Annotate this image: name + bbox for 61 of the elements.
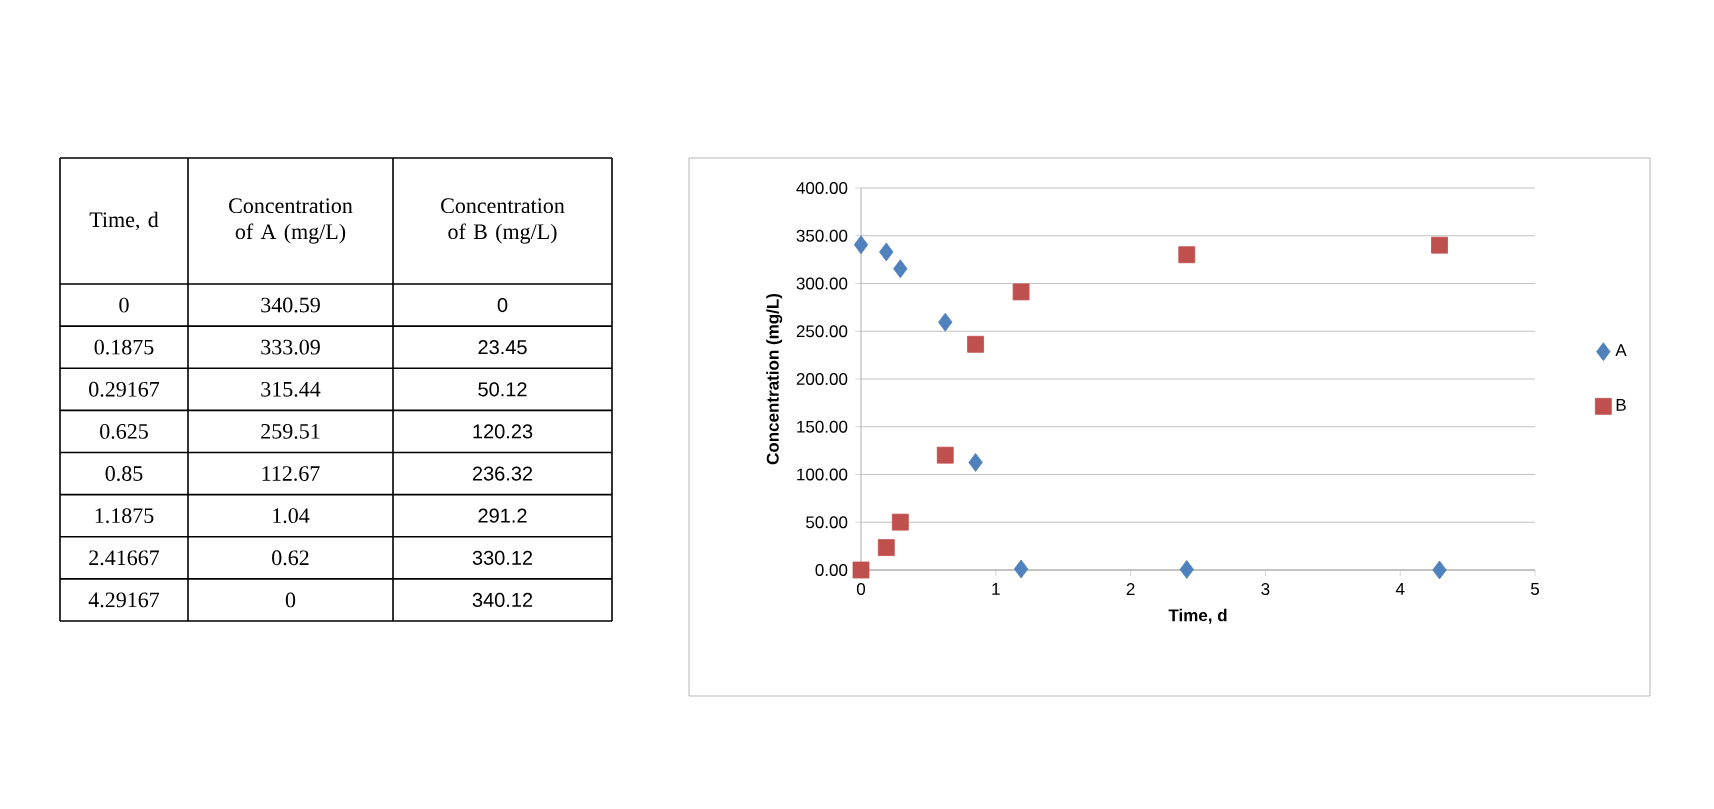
text: 315.44 [261,381,321,397]
x-tick-label: 1 [992,583,1000,595]
text: 259.51 [261,424,320,439]
text: Concentration of A (mg/L) [229,198,353,244]
y-tick-label: 200.00 [796,372,848,386]
text: 50.12 [478,382,527,397]
point [1431,236,1448,254]
point [936,446,954,464]
text: Time, d [89,211,159,231]
y-axis-title: Concentration (mg/L) [766,293,783,465]
legend-label: A [1615,344,1627,356]
x-axis-title: Time, d [1168,608,1227,624]
text: 2.41667 [89,550,160,566]
y-tick-label: 250.00 [796,325,848,338]
text: 333.09 [261,339,320,355]
text: 1.1875 [95,508,154,524]
y-tick-label: 350.00 [796,229,848,242]
text: 1.04 [273,508,310,524]
point [853,235,869,255]
y-tick-label: 300.00 [796,277,848,290]
x-tick-label: 5 [1530,583,1540,595]
y-tick-label: 100.00 [797,468,848,481]
text: 0.29167 [89,381,160,397]
text: 0.85 [105,466,143,482]
x-tick-label: 4 [1395,583,1405,595]
point [1012,283,1030,301]
y-tick-label: 50.00 [806,516,848,529]
point [1013,559,1029,579]
point [1432,560,1447,580]
y-tick-label: 0.00 [815,563,848,577]
point [967,335,984,353]
x-tick-label: 0 [856,583,866,596]
text: 236.32 [472,466,533,481]
point [1179,560,1194,579]
x-tick-label: 3 [1261,583,1270,596]
text: 0.625 [100,423,148,439]
point [968,453,983,472]
x-tick-label: 2 [1126,583,1135,595]
text: 23.45 [478,340,527,355]
text: 120.23 [473,424,533,439]
text: 0 [119,297,129,313]
text: 340.12 [472,592,533,608]
text: 0.1875 [94,339,154,355]
text: 291.2 [478,508,527,523]
legend-label: B [1616,399,1626,411]
point [852,561,870,579]
point [938,312,953,332]
point [1178,246,1196,264]
y-tick-label: 400.00 [796,181,848,195]
point [879,242,894,262]
y-tick-label: 150.00 [797,420,848,433]
text: Concentration of B (mg/L) [441,198,565,244]
text: 4.29167 [88,592,160,608]
point [877,539,895,557]
text: 340.59 [261,297,320,313]
text: 330.12 [472,550,533,565]
point [893,259,908,279]
text: 0.62 [272,550,309,566]
text: 112.67 [262,466,320,481]
text: 0 [497,297,508,313]
point [891,513,909,531]
